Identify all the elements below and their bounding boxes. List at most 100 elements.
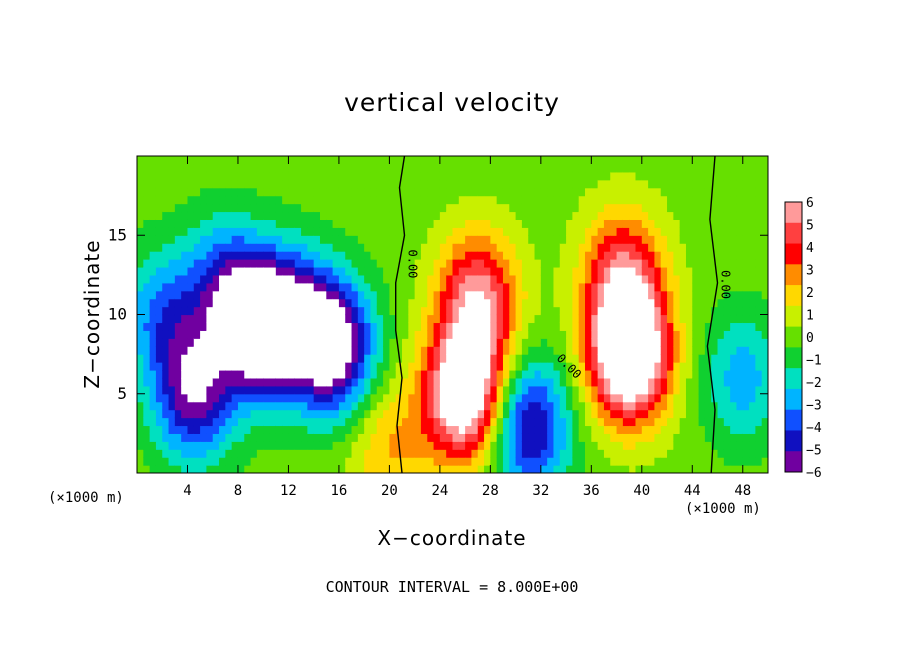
contour-label: 0.00 — [718, 270, 732, 299]
field-cell — [200, 465, 208, 473]
field-cell — [458, 282, 466, 292]
field-cell — [723, 465, 731, 473]
field-cell — [256, 211, 264, 220]
field-cell — [692, 433, 700, 442]
field-cell — [458, 211, 466, 220]
field-cell — [427, 338, 435, 347]
field-cell — [402, 219, 409, 228]
field-cell — [540, 211, 548, 220]
field-cell — [193, 211, 201, 220]
field-cell — [585, 338, 592, 347]
field-cell — [490, 203, 498, 213]
field-cell — [414, 362, 422, 371]
field-cell — [313, 393, 321, 403]
field-cell — [749, 306, 756, 316]
field-cell — [275, 449, 283, 458]
field-cell — [225, 187, 233, 197]
field-cell — [237, 338, 245, 347]
field-cell — [319, 227, 327, 236]
field-cell — [736, 393, 744, 403]
field-cell — [389, 441, 397, 450]
field-cell — [578, 179, 586, 189]
field-cell — [692, 346, 700, 355]
field-cell — [496, 282, 504, 292]
field-cell — [692, 417, 700, 427]
field-cell — [149, 354, 157, 363]
field-cell — [383, 171, 390, 181]
field-cell — [408, 219, 416, 228]
field-cell — [319, 163, 327, 173]
field-cell — [484, 259, 491, 268]
field-cell — [540, 314, 548, 324]
field-cell — [181, 195, 189, 205]
field-cell — [319, 457, 327, 466]
field-cell — [338, 401, 346, 411]
field-cell — [244, 425, 252, 434]
field-cell — [313, 369, 321, 379]
field-cell — [692, 449, 700, 458]
field-cell — [730, 433, 738, 442]
field-cell — [294, 163, 302, 173]
field-cell — [730, 203, 738, 213]
field-cell — [162, 235, 170, 244]
field-cell — [534, 211, 542, 220]
field-cell — [263, 235, 271, 244]
field-cell — [319, 417, 327, 427]
field-cell — [395, 227, 403, 236]
field-cell — [465, 243, 473, 252]
field-cell — [389, 211, 397, 220]
field-cell — [534, 354, 542, 363]
field-cell — [200, 338, 208, 347]
field-cell — [591, 314, 599, 324]
field-cell — [294, 346, 302, 355]
colorbar-swatch — [785, 202, 802, 224]
field-cell — [490, 171, 498, 181]
field-cell — [742, 219, 750, 228]
field-cell — [591, 385, 599, 395]
field-cell — [603, 266, 611, 276]
field-cell — [256, 314, 264, 324]
field-cell — [231, 259, 239, 268]
field-cell — [294, 393, 302, 403]
field-cell — [149, 290, 157, 300]
field-cell — [345, 274, 353, 284]
field-cell — [673, 259, 681, 268]
field-cell — [490, 457, 498, 466]
field-cell — [383, 274, 390, 284]
field-cell — [338, 259, 346, 268]
field-cell — [761, 171, 768, 181]
field-cell — [553, 195, 561, 205]
field-cell — [256, 346, 264, 355]
field-cell — [629, 266, 637, 276]
field-cell — [187, 290, 195, 300]
field-cell — [616, 393, 624, 403]
field-cell — [711, 354, 719, 363]
field-cell — [143, 266, 151, 276]
field-cell — [515, 163, 523, 173]
field-cell — [622, 266, 630, 276]
field-cell — [597, 354, 605, 363]
field-cell — [452, 362, 460, 371]
field-cell — [143, 163, 151, 173]
field-cell — [597, 449, 605, 458]
field-cell — [484, 409, 491, 419]
field-cell — [496, 219, 504, 228]
field-cell — [629, 449, 637, 458]
field-cell — [219, 354, 226, 363]
field-cell — [692, 385, 700, 395]
field-cell — [301, 314, 308, 324]
field-cell — [477, 330, 485, 339]
field-cell — [673, 235, 681, 244]
field-cell — [711, 266, 719, 276]
field-cell — [730, 219, 738, 228]
field-cell — [351, 219, 359, 228]
field-cell — [414, 195, 422, 205]
field-cell — [282, 377, 290, 387]
field-cell — [566, 409, 573, 419]
field-cell — [200, 409, 208, 419]
field-cell — [603, 425, 611, 434]
field-cell — [155, 266, 163, 276]
field-cell — [616, 457, 624, 466]
field-cell — [332, 449, 340, 458]
field-cell — [502, 306, 510, 316]
